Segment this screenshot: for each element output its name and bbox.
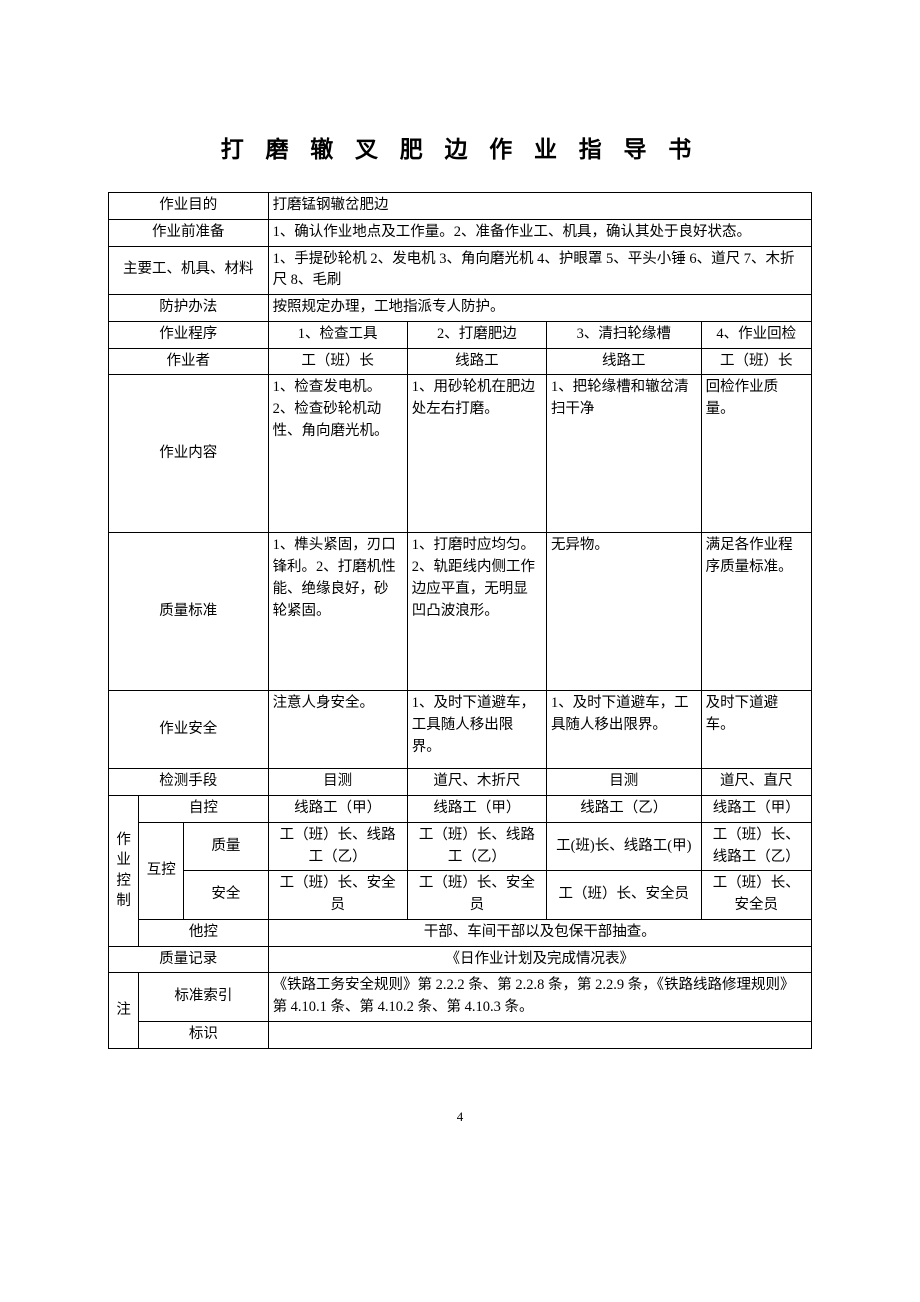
table-row: 他控 干部、车间干部以及包保干部抽查。: [109, 919, 812, 946]
label-procedure: 作业程序: [109, 321, 269, 348]
table-row: 作业目的 打磨锰钢辙岔肥边: [109, 193, 812, 220]
table-row: 作业内容 1、检查发电机。2、检查砂轮机动性、角向磨光机。 1、用砂轮机在肥边处…: [109, 375, 812, 533]
op-2: 线路工: [407, 348, 546, 375]
label-tools: 主要工、机具、材料: [109, 246, 269, 295]
mq-1: 工（班）长、线路工（乙）: [268, 822, 407, 871]
content-1: 1、检查发电机。2、检查砂轮机动性、角向磨光机。: [268, 375, 407, 533]
mq-3: 工(班)长、线路工(甲): [546, 822, 701, 871]
table-row: 作业控制 自控 线路工（甲） 线路工（甲） 线路工（乙） 线路工（甲）: [109, 796, 812, 823]
label-quality: 质量标准: [109, 533, 269, 691]
ms-1: 工（班）长、安全员: [268, 871, 407, 920]
self-4: 线路工（甲）: [701, 796, 811, 823]
label-stdref: 标准索引: [139, 973, 268, 1022]
self-3: 线路工（乙）: [546, 796, 701, 823]
quality-2: 1、打磨时应均匀。2、轨距线内侧工作边应平直，无明显凹凸波浪形。: [407, 533, 546, 691]
label-operator: 作业者: [109, 348, 269, 375]
table-row: 主要工、机具、材料 1、手提砂轮机 2、发电机 3、角向磨光机 4、护眼罩 5、…: [109, 246, 812, 295]
table-row: 作业者 工（班）长 线路工 线路工 工（班）长: [109, 348, 812, 375]
page-title: 打 磨 辙 叉 肥 边 作 业 指 导 书: [108, 130, 812, 164]
table-row: 防护办法 按照规定办理，工地指派专人防护。: [109, 295, 812, 322]
table-row: 作业前准备 1、确认作业地点及工作量。2、准备作业工、机具，确认其处于良好状态。: [109, 219, 812, 246]
content-2: 1、用砂轮机在肥边处左右打磨。: [407, 375, 546, 533]
cell-record: 《日作业计划及完成情况表》: [268, 946, 811, 973]
label-mutual-s: 安全: [184, 871, 268, 920]
self-2: 线路工（甲）: [407, 796, 546, 823]
safety-3: 1、及时下道避车，工具随人移出限界。: [546, 691, 701, 769]
label-protect: 防护办法: [109, 295, 269, 322]
table-row: 安全 工（班）长、安全员 工（班）长、安全员 工（班）长、安全员 工（班）长、安…: [109, 871, 812, 920]
safety-2: 1、及时下道避车，工具随人移出限界。: [407, 691, 546, 769]
instruction-table: 作业目的 打磨锰钢辙岔肥边 作业前准备 1、确认作业地点及工作量。2、准备作业工…: [108, 192, 812, 1049]
label-mutual: 互控: [139, 822, 184, 919]
detect-3: 目测: [546, 769, 701, 796]
mq-4: 工（班）长、线路工（乙）: [701, 822, 811, 871]
safety-4: 及时下道避车。: [701, 691, 811, 769]
label-mark: 标识: [139, 1021, 268, 1048]
cell-protect: 按照规定办理，工地指派专人防护。: [268, 295, 811, 322]
safety-1: 注意人身安全。: [268, 691, 407, 769]
content-3: 1、把轮缘槽和辙岔清扫干净: [546, 375, 701, 533]
cell-tools: 1、手提砂轮机 2、发电机 3、角向磨光机 4、护眼罩 5、平头小锤 6、道尺 …: [268, 246, 811, 295]
quality-3: 无异物。: [546, 533, 701, 691]
table-row: 作业安全 注意人身安全。 1、及时下道避车，工具随人移出限界。 1、及时下道避车…: [109, 691, 812, 769]
table-row: 互控 质量 工（班）长、线路工（乙） 工（班）长、线路工（乙） 工(班)长、线路…: [109, 822, 812, 871]
label-mutual-q: 质量: [184, 822, 268, 871]
self-1: 线路工（甲）: [268, 796, 407, 823]
op-1: 工（班）长: [268, 348, 407, 375]
table-row: 作业程序 1、检查工具 2、打磨肥边 3、清扫轮缘槽 4、作业回检: [109, 321, 812, 348]
label-self: 自控: [139, 796, 268, 823]
ms-4: 工（班）长、安全员: [701, 871, 811, 920]
table-row: 质量记录 《日作业计划及完成情况表》: [109, 946, 812, 973]
mq-2: 工（班）长、线路工（乙）: [407, 822, 546, 871]
table-row: 标识: [109, 1021, 812, 1048]
table-row: 注 标准索引 《铁路工务安全规则》第 2.2.2 条、第 2.2.8 条，第 2…: [109, 973, 812, 1022]
op-3: 线路工: [546, 348, 701, 375]
quality-1: 1、榫头紧固，刃口锋利。2、打磨机性能、绝缘良好，砂轮紧固。: [268, 533, 407, 691]
page-number: 4: [108, 1109, 812, 1125]
detect-4: 道尺、直尺: [701, 769, 811, 796]
ms-2: 工（班）长、安全员: [407, 871, 546, 920]
cell-prep: 1、确认作业地点及工作量。2、准备作业工、机具，确认其处于良好状态。: [268, 219, 811, 246]
detect-1: 目测: [268, 769, 407, 796]
content-4: 回检作业质量。: [701, 375, 811, 533]
proc-1: 1、检查工具: [268, 321, 407, 348]
proc-2: 2、打磨肥边: [407, 321, 546, 348]
label-note: 注: [109, 973, 139, 1048]
label-purpose: 作业目的: [109, 193, 269, 220]
op-4: 工（班）长: [701, 348, 811, 375]
detect-2: 道尺、木折尺: [407, 769, 546, 796]
table-row: 质量标准 1、榫头紧固，刃口锋利。2、打磨机性能、绝缘良好，砂轮紧固。 1、打磨…: [109, 533, 812, 691]
label-control: 作业控制: [109, 796, 139, 947]
cell-stdref: 《铁路工务安全规则》第 2.2.2 条、第 2.2.8 条，第 2.2.9 条，…: [268, 973, 811, 1022]
label-prep: 作业前准备: [109, 219, 269, 246]
label-content: 作业内容: [109, 375, 269, 533]
label-record: 质量记录: [109, 946, 269, 973]
quality-4: 满足各作业程序质量标准。: [701, 533, 811, 691]
ms-3: 工（班）长、安全员: [546, 871, 701, 920]
cell-mark: [268, 1021, 811, 1048]
cell-purpose: 打磨锰钢辙岔肥边: [268, 193, 811, 220]
label-safety: 作业安全: [109, 691, 269, 769]
cell-other: 干部、车间干部以及包保干部抽查。: [268, 919, 811, 946]
table-row: 检测手段 目测 道尺、木折尺 目测 道尺、直尺: [109, 769, 812, 796]
label-other: 他控: [139, 919, 268, 946]
proc-4: 4、作业回检: [701, 321, 811, 348]
label-detect: 检测手段: [109, 769, 269, 796]
proc-3: 3、清扫轮缘槽: [546, 321, 701, 348]
